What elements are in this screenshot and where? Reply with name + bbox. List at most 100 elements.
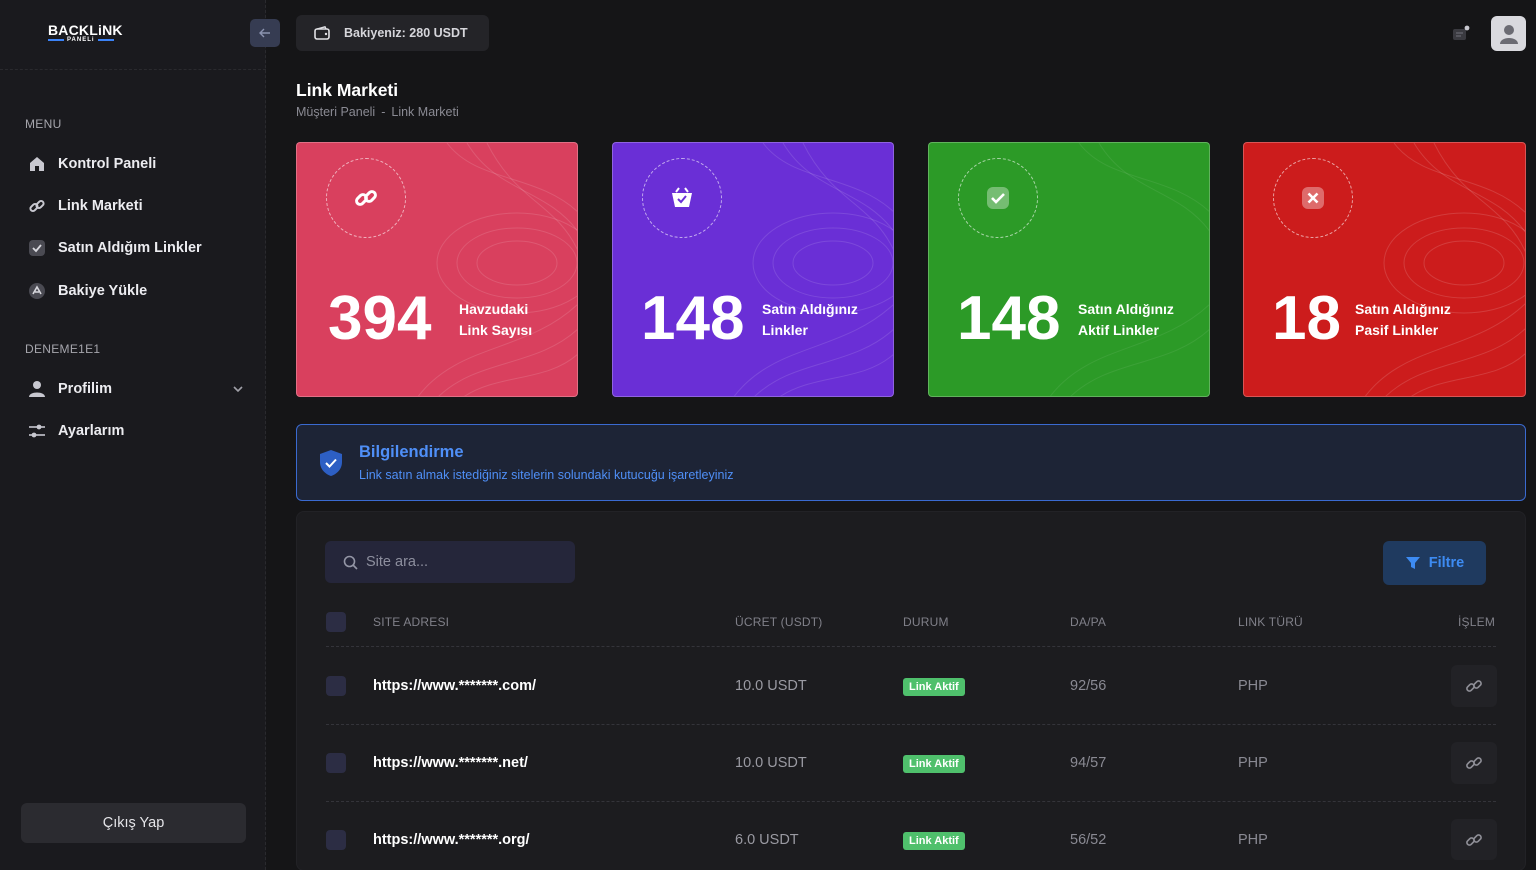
link-type: PHP (1238, 832, 1268, 848)
sidebar-item-kontrol-paneli[interactable]: Kontrol Paneli (28, 155, 156, 173)
site-address: https://www.*******.com/ (373, 678, 537, 694)
row-checkbox[interactable] (326, 830, 346, 850)
chevron-down-icon[interactable] (232, 382, 244, 400)
page-title: Link Marketi (296, 80, 399, 100)
row-checkbox[interactable] (326, 676, 346, 696)
sidebar-item-satin-aldigim-linkler[interactable]: Satın Aldığım Linkler (28, 239, 202, 257)
stat-value: 18 (1272, 284, 1341, 353)
stat-card-passive-links: 18 Satın Aldığınız Pasif Linkler (1243, 142, 1526, 397)
logout-button[interactable]: Çıkış Yap (21, 803, 246, 843)
stat-label-line1: Satın Aldığınız (1355, 301, 1451, 317)
select-all-checkbox[interactable] (326, 612, 346, 632)
balance-display[interactable]: Bakiyeniz: 280 USDT (296, 15, 489, 51)
arrow-left-icon (259, 28, 270, 38)
check-icon (987, 187, 1009, 209)
settings-sliders-icon (28, 422, 46, 440)
sidebar-divider (0, 69, 266, 70)
filter-button[interactable]: Filtre (1383, 541, 1486, 585)
stat-card-purchased-links: 148 Satın Aldığınız Linkler (612, 142, 894, 397)
wallet-icon (314, 26, 330, 40)
sidebar: BACKLiNK PANELi MENU Kontrol Paneli Link… (0, 0, 266, 870)
link-action-button[interactable] (1451, 665, 1497, 707)
link-type: PHP (1238, 755, 1268, 771)
info-alert: Bilgilendirme Link satın almak istediğin… (296, 424, 1526, 501)
table-divider (326, 646, 1496, 647)
stat-value: 148 (641, 284, 745, 353)
column-header-price[interactable]: ÜCRET (USDT) (735, 615, 823, 629)
link-icon (28, 197, 46, 215)
logo-bar-left (48, 39, 64, 41)
stat-label-line1: Satın Aldığınız (762, 301, 858, 317)
sidebar-item-label: Bakiye Yükle (58, 283, 148, 299)
link-type: PHP (1238, 678, 1268, 694)
stat-label-line2: Linkler (762, 322, 808, 338)
avatar[interactable] (1491, 16, 1526, 51)
brand-logo[interactable]: BACKLiNK PANELi (48, 22, 123, 43)
home-icon (28, 155, 46, 173)
stat-icon-ring (642, 158, 722, 238)
sidebar-item-label: Profilim (58, 381, 112, 397)
user-icon (1499, 24, 1518, 44)
breadcrumb-item: Link Marketi (391, 105, 459, 119)
filter-icon (1405, 557, 1420, 569)
alert-text: Link satın almak istediğiniz sitelerin s… (359, 468, 734, 482)
row-checkbox[interactable] (326, 753, 346, 773)
breadcrumb-item[interactable]: Müşteri Paneli (296, 105, 376, 119)
sidebar-toggle-button[interactable] (250, 19, 280, 47)
link-icon (1466, 757, 1482, 769)
basket-icon (672, 187, 692, 207)
filter-label: Filtre (1428, 555, 1465, 571)
link-icon (355, 190, 377, 206)
stat-label-line1: Havzudaki (459, 301, 529, 317)
status-badge: Link Aktif (903, 678, 965, 696)
table-divider (326, 801, 1496, 802)
status-badge: Link Aktif (903, 755, 965, 773)
sidebar-item-link-marketi[interactable]: Link Marketi (28, 197, 143, 215)
stat-icon-ring (326, 158, 406, 238)
stat-label-line2: Link Sayısı (459, 322, 533, 338)
sidebar-item-ayarlarim[interactable]: Ayarlarım (28, 422, 124, 440)
sidebar-item-label: Ayarlarım (58, 423, 125, 439)
column-header-status[interactable]: DURUM (903, 615, 949, 629)
sidebar-item-label: Kontrol Paneli (58, 156, 157, 172)
site-address: https://www.*******.org/ (373, 832, 530, 848)
stat-label-line2: Aktif Linkler (1078, 322, 1159, 338)
link-action-button[interactable] (1451, 742, 1497, 784)
stat-icon-ring (1273, 158, 1353, 238)
stat-card-pool-links: 394 Havzudaki Link Sayısı (296, 142, 578, 397)
link-icon (1466, 833, 1482, 846)
brand-subtitle: PANELi (67, 37, 95, 43)
menu-section-label: MENU (25, 117, 62, 131)
status-badge: Link Aktif (903, 832, 965, 850)
brand-name: BACKLiNK (48, 22, 123, 38)
check-square-icon (28, 239, 46, 257)
search-input[interactable]: Site ara... (325, 541, 575, 583)
breadcrumb-separator: - (381, 105, 386, 119)
da-pa-value: 94/57 (1070, 755, 1107, 771)
alert-title: Bilgilendirme (359, 443, 464, 461)
link-action-button[interactable] (1451, 819, 1497, 860)
link-icon (1466, 680, 1482, 692)
da-pa-value: 56/52 (1070, 832, 1107, 848)
search-icon (343, 555, 358, 570)
stat-icon-ring (958, 158, 1038, 238)
logo-bar-right (97, 39, 114, 41)
sidebar-item-bakiye-yukle[interactable]: Bakiye Yükle (28, 282, 147, 300)
shield-check-icon (319, 449, 343, 482)
stat-label-line1: Satın Aldığınız (1078, 301, 1174, 317)
price: 10.0 USDT (735, 678, 807, 694)
stat-value: 148 (957, 284, 1061, 353)
user-icon (28, 380, 46, 398)
wallet-icon (28, 282, 46, 300)
da-pa-value: 92/56 (1070, 678, 1107, 694)
column-header-link-type[interactable]: LINK TÜRÜ (1238, 615, 1303, 629)
balance-text: Bakiyeniz: 280 USDT (344, 26, 468, 40)
breadcrumb: Müşteri Paneli - Link Marketi (296, 105, 459, 119)
column-header-site[interactable]: SITE ADRESI (373, 615, 450, 629)
sidebar-item-profilim[interactable]: Profilim (28, 380, 112, 398)
notification-icon[interactable] (1451, 24, 1471, 44)
column-header-dapa[interactable]: DA/PA (1070, 615, 1107, 629)
search-placeholder: Site ara... (366, 554, 429, 570)
stat-value: 394 (328, 284, 432, 353)
price: 10.0 USDT (735, 755, 807, 771)
